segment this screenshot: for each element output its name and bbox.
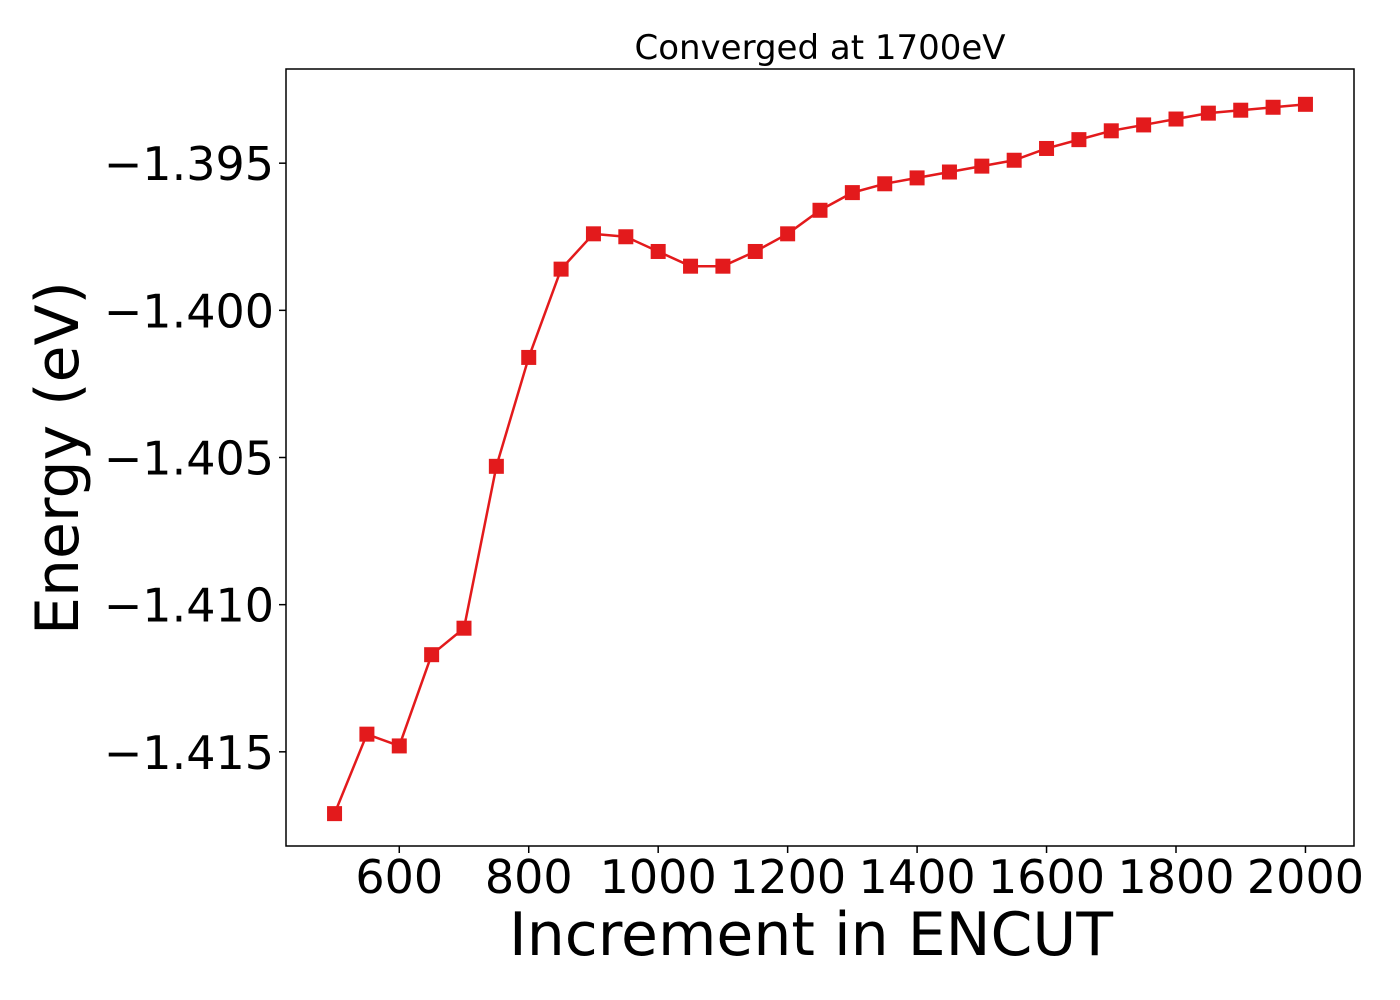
y-tick-label: −1.400 (104, 284, 274, 338)
x-axis-label: Increment in ENCUT (509, 900, 1113, 970)
data-point-marker (456, 620, 472, 636)
x-tick-label: 1000 (600, 850, 717, 904)
data-point-marker (1168, 111, 1184, 127)
data-point-marker (909, 170, 925, 186)
y-tick-label: −1.415 (104, 726, 274, 780)
x-tick-label: 600 (355, 850, 443, 904)
data-point-marker (747, 243, 763, 259)
data-point-marker (683, 258, 699, 274)
data-point-marker (521, 349, 537, 365)
data-point-marker (812, 202, 828, 218)
data-point-marker (941, 164, 957, 180)
data-point-marker (780, 226, 796, 242)
data-point-marker (391, 738, 407, 754)
data-point-marker (1265, 99, 1281, 115)
y-tick-label: −1.410 (104, 579, 274, 633)
x-tick-label: 1600 (988, 850, 1105, 904)
series-layer (327, 96, 1313, 822)
data-point-marker (585, 226, 601, 242)
data-point-marker (715, 258, 731, 274)
x-tick-label: 800 (485, 850, 573, 904)
data-point-marker (844, 185, 860, 201)
data-point-marker (650, 243, 666, 259)
x-axis-ticks: 600 800 1000 1200 1400 1600 1800 2000 (355, 846, 1364, 904)
y-axis-label: Energy (eV) (23, 281, 93, 635)
data-point-marker (618, 229, 634, 245)
data-point-marker (327, 806, 343, 822)
chart-title: Converged at 1700eV (634, 28, 1005, 68)
x-tick-label: 1200 (729, 850, 846, 904)
data-point-marker (877, 176, 893, 192)
x-tick-label: 2000 (1247, 850, 1364, 904)
y-tick-label: −1.395 (104, 137, 274, 191)
data-point-marker (424, 647, 440, 663)
data-point-marker (488, 458, 504, 474)
data-point-marker (1136, 117, 1152, 133)
data-point-marker (1039, 140, 1055, 156)
data-point-marker (1297, 96, 1313, 112)
data-point-marker (553, 261, 569, 277)
data-point-marker (1200, 105, 1216, 121)
data-point-marker (974, 158, 990, 174)
y-axis-ticks: −1.395 −1.400 −1.405 −1.410 −1.415 (104, 137, 286, 780)
data-point-marker (359, 726, 375, 742)
data-point-marker (1103, 123, 1119, 139)
data-point-marker (1006, 152, 1022, 168)
data-point-marker (1233, 102, 1249, 118)
plot-area-frame (285, 68, 1355, 847)
x-tick-label: 1400 (859, 850, 976, 904)
y-tick-label: −1.405 (104, 432, 274, 486)
x-tick-label: 1800 (1117, 850, 1234, 904)
data-point-marker (1071, 132, 1087, 148)
